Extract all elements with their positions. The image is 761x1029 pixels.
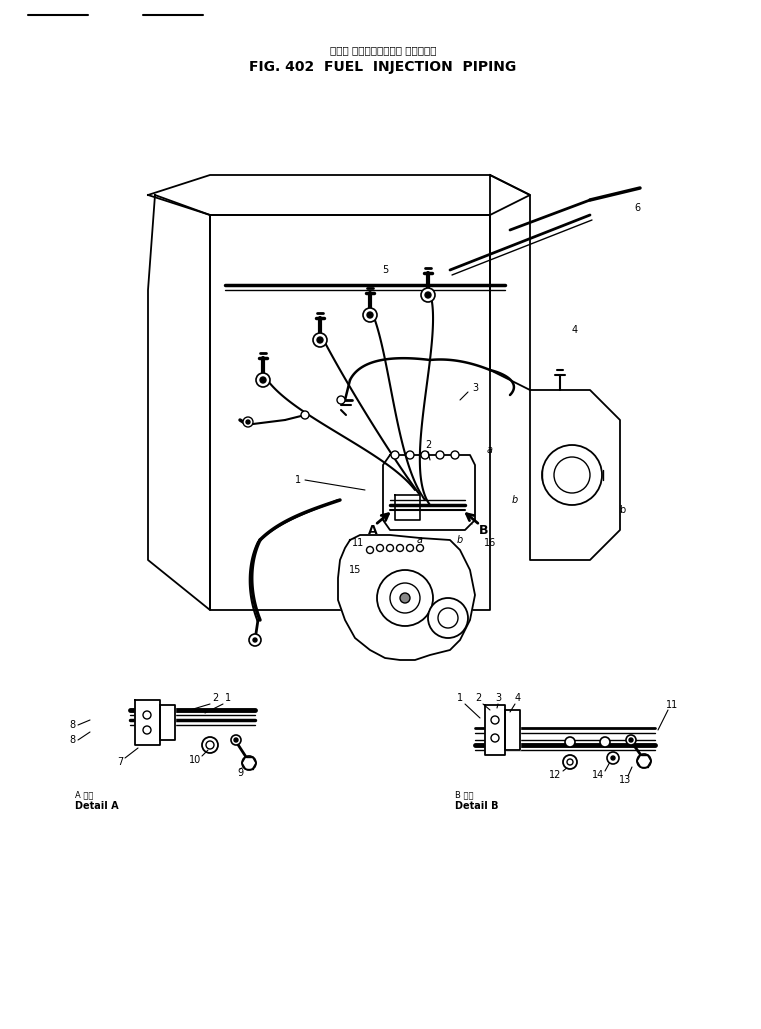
Circle shape — [390, 583, 420, 613]
Circle shape — [563, 755, 577, 769]
Text: 4: 4 — [572, 325, 578, 335]
Polygon shape — [485, 705, 505, 755]
Circle shape — [542, 445, 602, 505]
Text: Detail B: Detail B — [455, 801, 498, 811]
Polygon shape — [135, 700, 160, 745]
Circle shape — [416, 544, 424, 552]
Circle shape — [567, 759, 573, 765]
Circle shape — [406, 451, 414, 459]
Polygon shape — [505, 710, 520, 750]
Circle shape — [600, 737, 610, 747]
Circle shape — [377, 570, 433, 626]
Text: 1: 1 — [457, 693, 463, 703]
Circle shape — [363, 308, 377, 322]
Circle shape — [234, 738, 238, 742]
Polygon shape — [148, 175, 530, 215]
Text: 14: 14 — [592, 770, 604, 780]
Circle shape — [425, 292, 431, 298]
Text: 2: 2 — [212, 693, 218, 703]
Text: b: b — [512, 495, 518, 505]
Circle shape — [451, 451, 459, 459]
Circle shape — [391, 451, 399, 459]
Circle shape — [491, 734, 499, 742]
Circle shape — [231, 735, 241, 745]
Polygon shape — [530, 390, 620, 560]
Text: 8: 8 — [69, 735, 75, 745]
Circle shape — [607, 752, 619, 764]
Text: 2: 2 — [475, 693, 481, 703]
Circle shape — [565, 737, 575, 747]
Text: b: b — [619, 505, 625, 514]
Text: 8: 8 — [69, 720, 75, 730]
Circle shape — [143, 726, 151, 734]
Circle shape — [554, 457, 590, 493]
Text: B: B — [479, 524, 489, 536]
Circle shape — [491, 716, 499, 724]
Text: 11: 11 — [666, 700, 678, 710]
Circle shape — [367, 312, 373, 318]
Circle shape — [626, 735, 636, 745]
Text: 10: 10 — [189, 755, 201, 765]
Text: Detail A: Detail A — [75, 801, 119, 811]
Text: 11: 11 — [352, 538, 364, 548]
Circle shape — [629, 738, 633, 742]
Polygon shape — [338, 535, 475, 660]
Circle shape — [317, 338, 323, 343]
Circle shape — [337, 396, 345, 404]
Circle shape — [249, 634, 261, 646]
Circle shape — [253, 638, 257, 642]
Circle shape — [421, 288, 435, 301]
Text: FIG. 402  FUEL  INJECTION  PIPING: FIG. 402 FUEL INJECTION PIPING — [250, 60, 517, 74]
Text: 13: 13 — [619, 775, 631, 785]
Circle shape — [242, 756, 256, 770]
Circle shape — [387, 544, 393, 552]
Text: B 詳細: B 詳細 — [455, 790, 473, 800]
Text: 3: 3 — [495, 693, 501, 703]
Circle shape — [301, 411, 309, 419]
Polygon shape — [383, 455, 475, 530]
Text: 6: 6 — [634, 203, 640, 213]
Text: A 詳細: A 詳細 — [75, 790, 94, 800]
Text: 1: 1 — [225, 693, 231, 703]
Text: 7: 7 — [117, 757, 123, 767]
Circle shape — [260, 377, 266, 383]
Circle shape — [243, 417, 253, 427]
Text: a: a — [487, 445, 493, 455]
Text: 3: 3 — [472, 383, 478, 393]
Circle shape — [246, 420, 250, 424]
Circle shape — [428, 598, 468, 638]
Polygon shape — [148, 196, 210, 610]
Text: 1: 1 — [295, 475, 301, 485]
Text: フェル インジェクション パイピング: フェル インジェクション パイピング — [330, 45, 436, 55]
Polygon shape — [160, 705, 175, 740]
Polygon shape — [395, 495, 420, 520]
Text: 4: 4 — [515, 693, 521, 703]
Circle shape — [438, 608, 458, 628]
Circle shape — [313, 333, 327, 347]
Circle shape — [202, 737, 218, 753]
Text: A: A — [368, 524, 377, 536]
Text: 16: 16 — [484, 538, 496, 548]
Circle shape — [367, 546, 374, 554]
Polygon shape — [210, 215, 490, 610]
Text: 12: 12 — [549, 770, 561, 780]
Circle shape — [256, 372, 270, 387]
Text: 5: 5 — [382, 265, 388, 275]
Circle shape — [637, 754, 651, 768]
Circle shape — [143, 711, 151, 719]
Circle shape — [377, 544, 384, 552]
Polygon shape — [490, 175, 530, 390]
Circle shape — [400, 593, 410, 603]
Circle shape — [396, 544, 403, 552]
Circle shape — [206, 741, 214, 749]
Circle shape — [421, 451, 429, 459]
Text: 2: 2 — [425, 440, 431, 450]
Circle shape — [406, 544, 413, 552]
Circle shape — [611, 756, 615, 760]
Text: 9: 9 — [237, 768, 243, 778]
Text: 15: 15 — [349, 565, 361, 575]
Circle shape — [436, 451, 444, 459]
Text: b: b — [457, 535, 463, 545]
Text: a: a — [417, 535, 423, 545]
